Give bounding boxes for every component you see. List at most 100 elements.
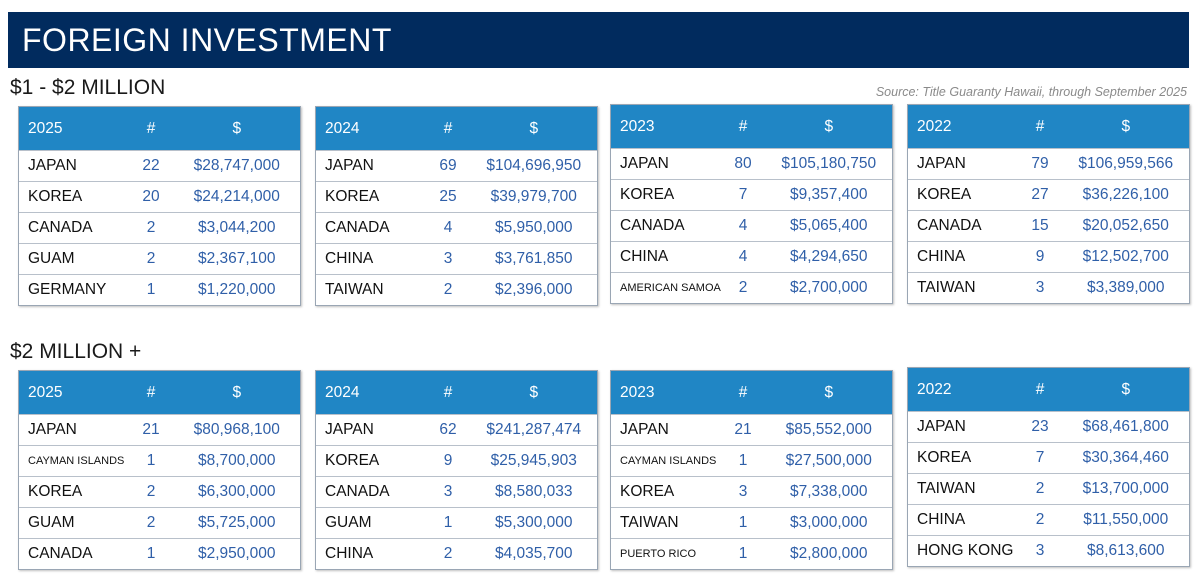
table-1-2-million-2025: 2025 # $ JAPAN 22 $28,747,000 KOREA 20 $24,214,0… bbox=[18, 106, 301, 306]
table-header: 2022 # $ bbox=[908, 105, 1189, 148]
amount-cell: $8,700,000 bbox=[197, 452, 276, 469]
count-cell: 20 bbox=[142, 188, 160, 205]
country-cell: KOREA bbox=[917, 449, 972, 466]
amount-cell: $85,552,000 bbox=[785, 421, 872, 438]
table-row: CHINA 9 $12,502,700 bbox=[908, 241, 1189, 272]
count-cell: 2 bbox=[738, 279, 748, 296]
count-cell: 3 bbox=[1035, 542, 1045, 559]
table-row: JAPAN 23 $68,461,800 bbox=[908, 411, 1189, 442]
table-row: KOREA 7 $9,357,400 bbox=[611, 179, 892, 210]
country-cell: JAPAN bbox=[620, 155, 669, 172]
table-row: JAPAN 22 $28,747,000 bbox=[19, 150, 300, 181]
amount-cell: $3,044,200 bbox=[197, 219, 276, 236]
table-row: CANADA 4 $5,950,000 bbox=[316, 212, 597, 243]
table-row: KOREA 7 $30,364,460 bbox=[908, 442, 1189, 473]
country-cell: AMERICAN SAMOA bbox=[620, 282, 721, 294]
amount-cell: $3,389,000 bbox=[1086, 279, 1165, 296]
section-title-2-million-plus: $2 MILLION + bbox=[10, 340, 142, 363]
amount-cell: $5,950,000 bbox=[494, 219, 573, 236]
country-cell: JAPAN bbox=[620, 421, 669, 438]
table-row: KOREA 2 $6,300,000 bbox=[19, 476, 300, 507]
count-column-header: # bbox=[738, 117, 748, 135]
table-header: 2023 # $ bbox=[611, 371, 892, 414]
amount-cell: $7,338,000 bbox=[789, 483, 868, 500]
count-column-header: # bbox=[146, 383, 156, 401]
count-column-header: # bbox=[1035, 117, 1045, 135]
year-label: 2024 bbox=[325, 119, 360, 137]
table-row: TAIWAN 2 $13,700,000 bbox=[908, 473, 1189, 504]
count-cell: 22 bbox=[142, 157, 160, 174]
count-cell: 15 bbox=[1031, 217, 1049, 234]
amount-cell: $2,700,000 bbox=[789, 279, 868, 296]
amount-cell: $12,502,700 bbox=[1082, 248, 1169, 265]
table-row: CANADA 2 $3,044,200 bbox=[19, 212, 300, 243]
count-cell: 2 bbox=[146, 483, 156, 500]
amount-cell: $68,461,800 bbox=[1082, 418, 1169, 435]
table-row: CHINA 3 $3,761,850 bbox=[316, 243, 597, 274]
table-row: GERMANY 1 $1,220,000 bbox=[19, 274, 300, 305]
table-1-2-million-2023: 2023 # $ JAPAN 80 $105,180,750 KOREA 7 $9,357,40… bbox=[610, 104, 893, 304]
amount-cell: $5,300,000 bbox=[494, 514, 573, 531]
amount-cell: $2,800,000 bbox=[789, 545, 868, 562]
table-row: HONG KONG 3 $8,613,600 bbox=[908, 535, 1189, 566]
table-row: KOREA 25 $39,979,700 bbox=[316, 181, 597, 212]
country-cell: PUERTO RICO bbox=[620, 548, 696, 560]
table-row: CANADA 15 $20,052,650 bbox=[908, 210, 1189, 241]
table-row: JAPAN 80 $105,180,750 bbox=[611, 148, 892, 179]
count-cell: 2 bbox=[443, 545, 453, 562]
count-cell: 3 bbox=[1035, 279, 1045, 296]
count-cell: 21 bbox=[734, 421, 752, 438]
country-cell: CANADA bbox=[325, 219, 390, 236]
country-cell: CANADA bbox=[917, 217, 982, 234]
title-banner: FOREIGN INVESTMENT bbox=[8, 12, 1189, 68]
count-cell: 1 bbox=[443, 514, 453, 531]
count-cell: 1 bbox=[738, 514, 748, 531]
table-row: CANADA 1 $2,950,000 bbox=[19, 538, 300, 569]
table-row: KOREA 27 $36,226,100 bbox=[908, 179, 1189, 210]
count-cell: 21 bbox=[142, 421, 160, 438]
amount-cell: $20,052,650 bbox=[1082, 217, 1169, 234]
country-cell: JAPAN bbox=[325, 421, 374, 438]
table-row: KOREA 20 $24,214,000 bbox=[19, 181, 300, 212]
amount-cell: $80,968,100 bbox=[193, 421, 280, 438]
country-cell: JAPAN bbox=[28, 157, 77, 174]
year-label: 2023 bbox=[620, 383, 655, 401]
table-2-million-plus-2023: 2023 # $ JAPAN 21 $85,552,000 CAYMAN ISLANDS 1 $… bbox=[610, 370, 893, 570]
table-header: 2024 # $ bbox=[316, 371, 597, 414]
year-label: 2025 bbox=[28, 119, 63, 137]
count-cell: 3 bbox=[443, 250, 453, 267]
count-cell: 1 bbox=[146, 452, 156, 469]
country-cell: GERMANY bbox=[28, 281, 107, 298]
page-title: FOREIGN INVESTMENT bbox=[22, 22, 392, 58]
country-cell: CHINA bbox=[325, 250, 374, 267]
table-1-2-million-2022: 2022 # $ JAPAN 79 $106,959,566 KOREA 27 $36,226,… bbox=[907, 104, 1190, 304]
table-row: CAYMAN ISLANDS 1 $8,700,000 bbox=[19, 445, 300, 476]
amount-cell: $2,950,000 bbox=[197, 545, 276, 562]
count-cell: 1 bbox=[738, 452, 748, 469]
table-row: GUAM 1 $5,300,000 bbox=[316, 507, 597, 538]
count-cell: 3 bbox=[443, 483, 453, 500]
country-cell: KOREA bbox=[28, 483, 83, 500]
count-cell: 2 bbox=[146, 219, 156, 236]
count-cell: 27 bbox=[1031, 186, 1049, 203]
count-cell: 25 bbox=[439, 188, 457, 205]
country-cell: KOREA bbox=[325, 188, 380, 205]
amount-cell: $11,550,000 bbox=[1083, 511, 1169, 528]
country-cell: KOREA bbox=[620, 186, 675, 203]
amount-cell: $4,294,650 bbox=[789, 248, 868, 265]
count-cell: 4 bbox=[738, 248, 748, 265]
table-row: JAPAN 21 $80,968,100 bbox=[19, 414, 300, 445]
table-row: AMERICAN SAMOA 2 $2,700,000 bbox=[611, 272, 892, 303]
table-row: JAPAN 69 $104,696,950 bbox=[316, 150, 597, 181]
amount-cell: $28,747,000 bbox=[193, 157, 280, 174]
count-column-header: # bbox=[443, 383, 453, 401]
count-cell: 7 bbox=[738, 186, 748, 203]
country-cell: TAIWAN bbox=[620, 514, 679, 531]
country-cell: GUAM bbox=[28, 514, 75, 531]
table-row: GUAM 2 $5,725,000 bbox=[19, 507, 300, 538]
year-label: 2022 bbox=[917, 117, 952, 135]
amount-cell: $3,761,850 bbox=[494, 250, 573, 267]
table-2-million-plus-2025: 2025 # $ JAPAN 21 $80,968,100 CAYMAN ISLANDS 1 $… bbox=[18, 370, 301, 570]
country-cell: GUAM bbox=[325, 514, 372, 531]
country-cell: JAPAN bbox=[28, 421, 77, 438]
